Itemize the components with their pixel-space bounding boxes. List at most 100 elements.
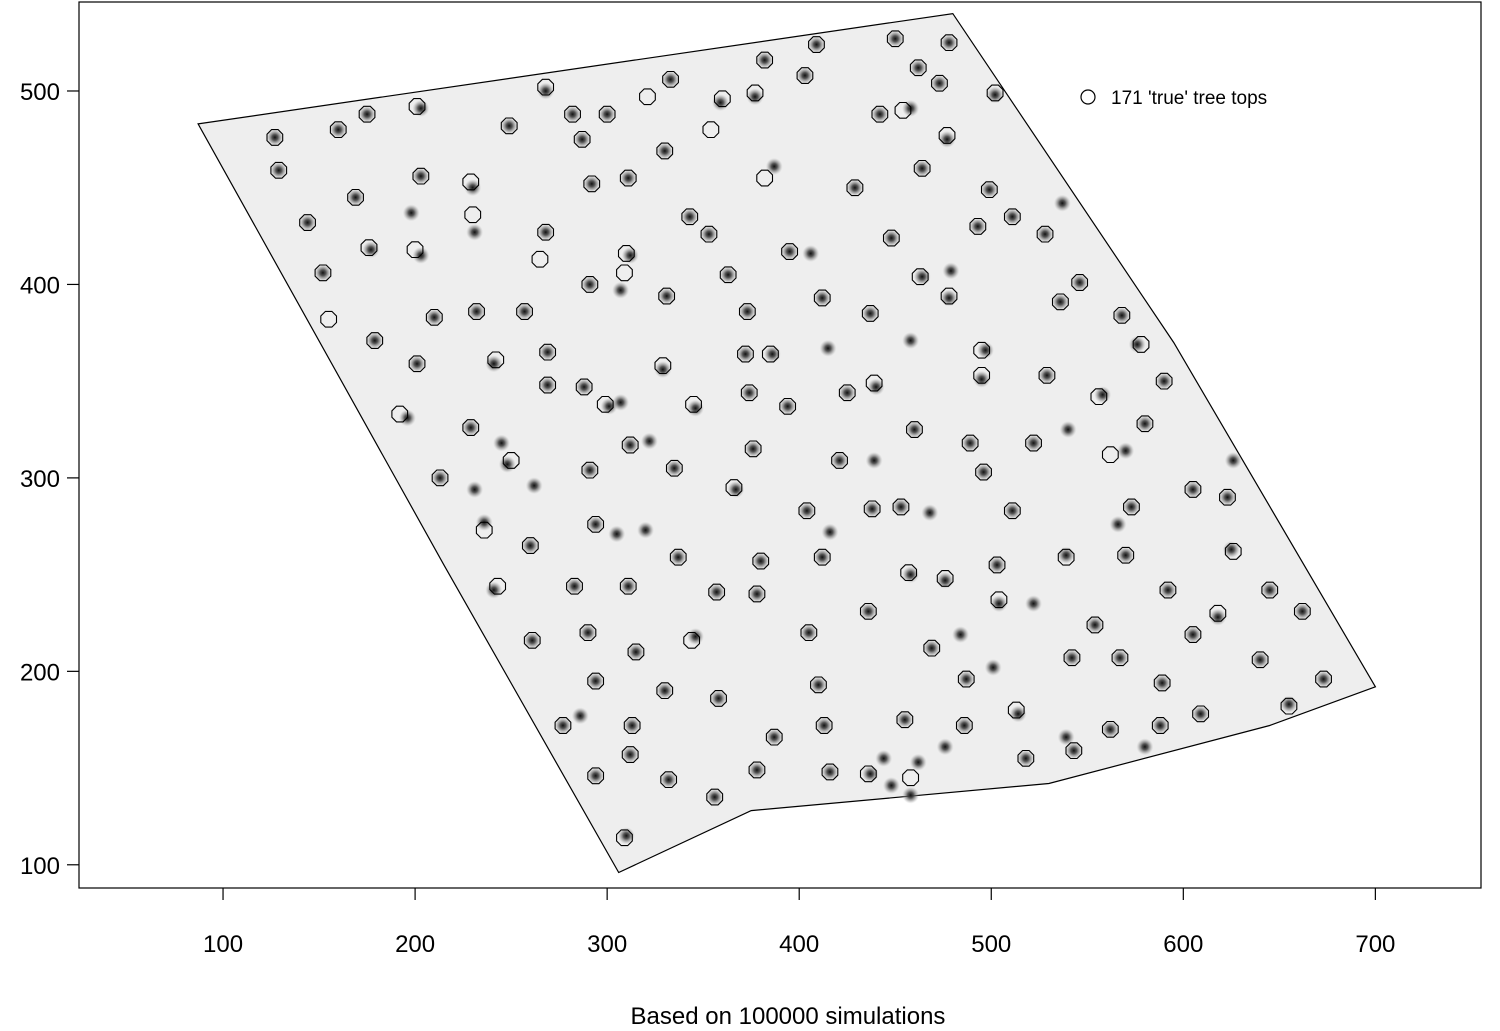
tree-top-marker <box>1132 336 1150 353</box>
density-peak <box>984 658 1002 676</box>
density-peak <box>727 480 745 498</box>
tree-top-marker <box>863 500 881 518</box>
density-peak <box>909 753 927 771</box>
tree-top-marker <box>489 577 507 595</box>
tree-top-marker <box>961 434 979 452</box>
density-peak <box>619 577 637 595</box>
density-peak <box>710 689 728 707</box>
density-peak <box>575 378 593 396</box>
tree-top-marker <box>1136 415 1154 433</box>
tree-top-marker <box>314 264 332 282</box>
density-peak <box>813 289 831 307</box>
density-peak <box>740 384 758 402</box>
x-tick-label: 300 <box>587 931 627 958</box>
density-peak <box>1117 442 1135 460</box>
density-peak <box>969 217 987 235</box>
tree-top-marker <box>431 469 449 487</box>
y-tick-label: 300 <box>20 466 60 493</box>
density-peak <box>936 738 954 756</box>
density-peak <box>598 105 616 123</box>
density-peak <box>952 626 970 644</box>
tree-top-marker <box>882 229 900 247</box>
tree-top-marker <box>539 343 557 361</box>
region-outline <box>197 12 1377 874</box>
tree-top-marker <box>1155 372 1173 390</box>
tree-top-marker <box>940 287 958 305</box>
tree-top-marker <box>366 332 384 349</box>
legend-symbol <box>1080 89 1096 105</box>
tree-top-marker <box>299 214 316 231</box>
tree-top-marker <box>1063 649 1081 667</box>
density-peak <box>587 515 605 533</box>
density-peak <box>660 771 678 789</box>
density-peak <box>913 159 931 177</box>
density-peak <box>957 670 975 688</box>
tree-top-marker <box>537 78 555 96</box>
density-peak <box>871 105 889 123</box>
density-peak <box>905 421 923 439</box>
tree-top-marker <box>808 36 825 53</box>
density-peak <box>815 717 833 735</box>
density-peak <box>938 130 956 148</box>
density-peak <box>765 728 783 746</box>
density-peak <box>408 355 426 373</box>
tree-top-marker <box>619 577 637 595</box>
density-peak <box>621 436 639 454</box>
density-peak <box>571 707 589 725</box>
density-peak <box>955 717 973 735</box>
density-peak <box>798 502 816 520</box>
tree-top-marker <box>700 225 718 243</box>
tree-top-marker <box>639 88 656 106</box>
density-peak <box>619 169 637 187</box>
density-peak <box>270 161 288 179</box>
density-peak <box>809 676 827 694</box>
density-peak <box>573 130 591 148</box>
tree-top-marker <box>1003 502 1021 520</box>
density-peak <box>800 624 818 642</box>
density-peak <box>748 585 766 603</box>
density-peak <box>700 225 718 243</box>
tree-top-markers <box>266 30 1332 847</box>
density-peak <box>1224 451 1242 469</box>
tree-top-marker <box>1025 434 1042 452</box>
density-peak <box>537 82 555 100</box>
tree-top-marker <box>475 521 493 539</box>
density-peak <box>882 776 900 794</box>
tree-top-marker <box>896 711 914 729</box>
density-peak <box>493 434 511 452</box>
density-peak <box>1057 728 1075 746</box>
density-peak <box>882 229 900 247</box>
density-peak <box>466 480 484 498</box>
tree-top-marker <box>1101 446 1119 464</box>
tree-top-marker <box>564 105 581 123</box>
tree-top-marker <box>1219 488 1236 506</box>
tree-top-marker <box>660 771 678 789</box>
density-peak <box>554 717 572 735</box>
tree-top-marker <box>408 355 426 373</box>
density-peak <box>746 88 764 106</box>
legend-label: 171 'true' tree tops <box>1111 88 1267 109</box>
legend: 171 'true' tree tops <box>1080 88 1267 109</box>
density-peak <box>566 577 584 595</box>
density-peak <box>781 243 799 261</box>
tree-top-marker <box>1057 548 1075 566</box>
density-peak <box>813 548 831 566</box>
tree-top-marker <box>902 769 920 787</box>
tree-top-marker <box>621 436 639 454</box>
x-tick-label: 600 <box>1163 931 1203 958</box>
density-peak <box>940 34 958 52</box>
density-peak <box>525 477 543 495</box>
tree-top-marker <box>1251 651 1269 669</box>
density-peak <box>976 341 994 359</box>
density-peak <box>902 332 920 350</box>
tree-top-marker <box>975 463 992 481</box>
tree-top-marker <box>813 548 831 566</box>
tree-top-marker <box>798 502 816 520</box>
density-peak <box>1025 434 1043 452</box>
density-peak <box>612 393 630 411</box>
density-peak <box>973 370 991 388</box>
density-peak <box>539 376 557 394</box>
tree-top-marker <box>523 631 541 649</box>
density-peak <box>886 30 904 48</box>
